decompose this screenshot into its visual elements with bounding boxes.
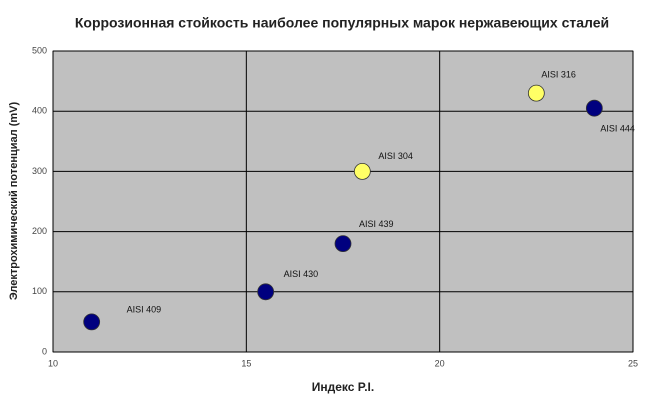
y-tick-label: 0 bbox=[42, 346, 47, 356]
point bbox=[334, 235, 352, 253]
x-tick-label: 15 bbox=[241, 358, 251, 368]
x-tick-label: 25 bbox=[628, 358, 638, 368]
point bbox=[585, 99, 603, 117]
point-label: AISI 304 bbox=[378, 151, 413, 161]
point bbox=[257, 283, 275, 301]
x-axis-label: Индекс P.I. bbox=[312, 380, 374, 394]
y-tick-label: 400 bbox=[32, 106, 47, 116]
point bbox=[353, 162, 371, 180]
point bbox=[83, 313, 101, 331]
x-tick-label: 10 bbox=[48, 358, 58, 368]
y-tick-label: 100 bbox=[32, 286, 47, 296]
y-tick-label: 300 bbox=[32, 166, 47, 176]
point-label: AISI 430 bbox=[284, 269, 319, 279]
point-label: AISI 444 bbox=[600, 124, 635, 134]
y-tick-label: 200 bbox=[32, 226, 47, 236]
x-tick-label: 20 bbox=[435, 358, 445, 368]
y-tick-label: 500 bbox=[32, 45, 47, 55]
chart-title: Коррозионная стойкость наиболее популярн… bbox=[75, 15, 609, 31]
point-label: AISI 409 bbox=[127, 304, 162, 314]
point-label: AISI 316 bbox=[541, 70, 576, 80]
point bbox=[527, 84, 545, 102]
point-label: AISI 439 bbox=[359, 219, 394, 229]
y-axis-label: Электрохимический потенциал (mV) bbox=[8, 102, 20, 301]
